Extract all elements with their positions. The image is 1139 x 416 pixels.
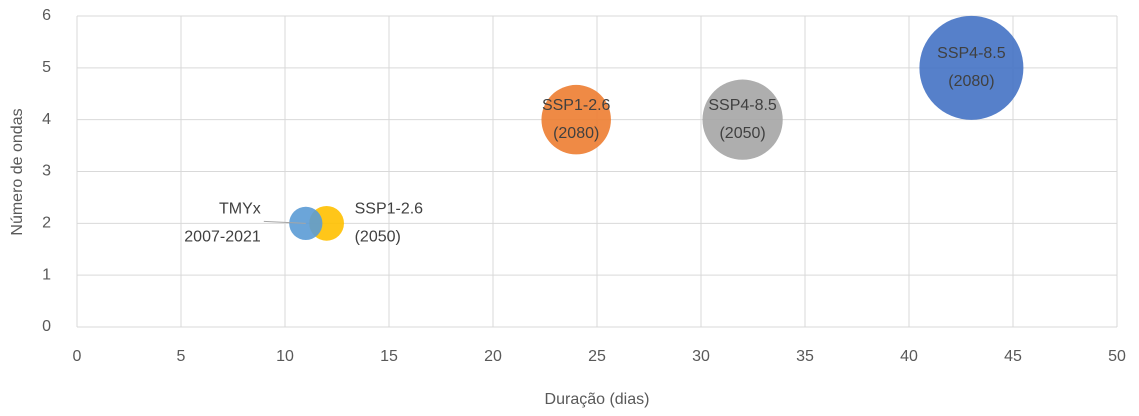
data-label: SSP1-2.6 — [542, 97, 611, 114]
data-label: (2080) — [948, 73, 994, 90]
leader-line — [263, 220, 306, 224]
bubble — [541, 84, 611, 155]
x-tick-label: 25 — [588, 348, 606, 365]
data-label: (2050) — [355, 229, 401, 246]
y-tick-label: 1 — [42, 266, 51, 283]
data-label: SSP4-8.5 — [708, 97, 777, 114]
data-label: TMYx — [219, 201, 261, 218]
x-tick-label: 10 — [276, 348, 294, 365]
x-tick-label: 45 — [1004, 348, 1022, 365]
y-tick-label: 6 — [42, 7, 51, 24]
y-tick-label: 3 — [42, 163, 51, 180]
bubble — [919, 15, 1024, 120]
data-label: SSP1-2.6 — [355, 201, 424, 218]
y-tick-label: 5 — [42, 59, 51, 76]
data-label: 2007-2021 — [184, 229, 261, 246]
y-axis-label: Número de ondas — [9, 108, 26, 235]
y-tick-label: 0 — [42, 318, 51, 335]
x-tick-label: 35 — [796, 348, 814, 365]
y-tick-label: 2 — [42, 215, 51, 232]
x-tick-label: 0 — [73, 348, 82, 365]
x-tick-label: 50 — [1108, 348, 1126, 365]
x-tick-label: 20 — [484, 348, 502, 365]
x-tick-label: 30 — [692, 348, 710, 365]
x-axis-label: Duração (dias) — [545, 391, 650, 408]
bubble — [702, 79, 783, 160]
x-tick-label: 40 — [900, 348, 918, 365]
y-tick-label: 4 — [42, 111, 51, 128]
data-label: (2050) — [719, 125, 765, 142]
x-tick-label: 15 — [380, 348, 398, 365]
data-label: SSP4-8.5 — [937, 45, 1006, 62]
x-tick-label: 5 — [177, 348, 186, 365]
data-label: (2080) — [553, 125, 599, 142]
